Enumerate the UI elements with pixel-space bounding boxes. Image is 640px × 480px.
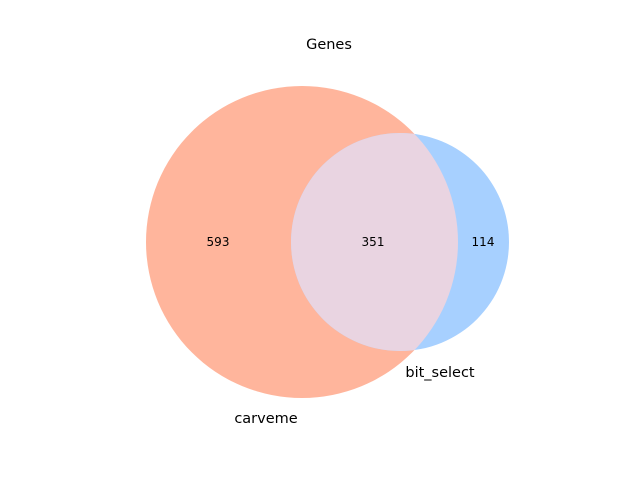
set-label-bit-select: bit_select [405,365,475,381]
region-count-bit-select-only: 114 [472,235,495,249]
set-label-carveme: carveme [234,411,297,427]
region-count-carveme-only: 593 [207,235,230,249]
region-count-intersection: 351 [362,235,385,249]
chart-title: Genes [306,37,352,53]
